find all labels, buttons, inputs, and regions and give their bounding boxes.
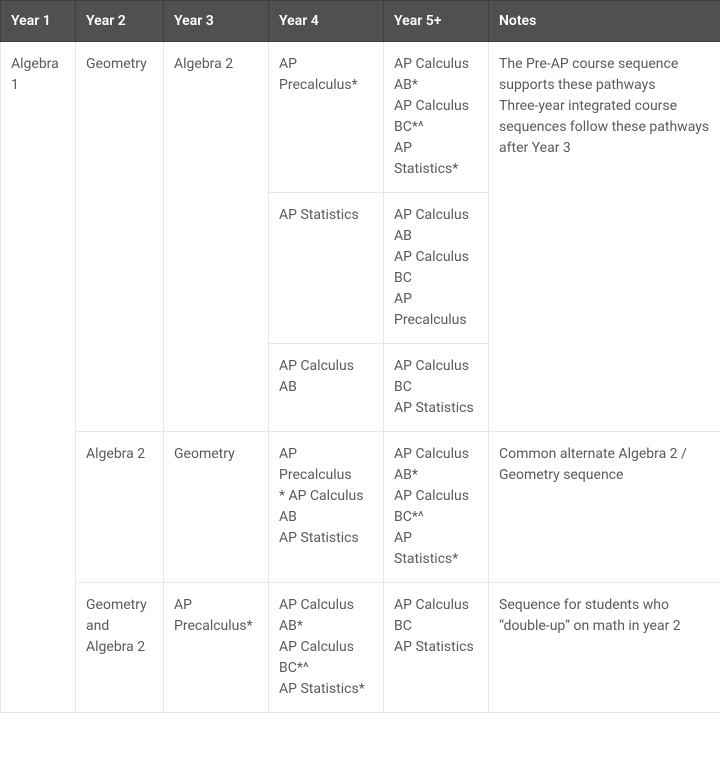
header-year1: Year 1 <box>1 1 76 42</box>
table-header: Year 1 Year 2 Year 3 Year 4 Year 5+ Note… <box>1 1 720 42</box>
cell-notes: The Pre-AP course sequence supports thes… <box>489 42 720 432</box>
cell-year5: AP Calculus BCAP Statistics <box>384 583 489 713</box>
table-row: Geometry and Algebra 2 AP Precalculus* A… <box>1 583 720 713</box>
cell-year1: Algebra 1 <box>1 42 76 713</box>
cell-year2: Algebra 2 <box>76 432 164 583</box>
header-year4: Year 4 <box>269 1 384 42</box>
cell-year4: AP Precalculus* AP Calculus ABAP Statist… <box>269 432 384 583</box>
cell-year2: Geometry <box>76 42 164 432</box>
header-notes: Notes <box>489 1 720 42</box>
header-year2: Year 2 <box>76 1 164 42</box>
math-pathways-table: Year 1 Year 2 Year 3 Year 4 Year 5+ Note… <box>0 0 720 713</box>
cell-notes: Sequence for students who “double-up” on… <box>489 583 720 713</box>
cell-year4: AP Precalculus* <box>269 42 384 193</box>
header-year3: Year 3 <box>164 1 269 42</box>
cell-year5: AP Calculus AB*AP Calculus BC*^AP Statis… <box>384 42 489 193</box>
cell-year3: AP Precalculus* <box>164 583 269 713</box>
table-row: Algebra 1 Geometry Algebra 2 AP Precalcu… <box>1 42 720 193</box>
cell-year5: AP Calculus ABAP Calculus BCAP Precalcul… <box>384 193 489 344</box>
cell-year3: Algebra 2 <box>164 42 269 432</box>
table-body: Algebra 1 Geometry Algebra 2 AP Precalcu… <box>1 42 720 713</box>
cell-year2: Geometry and Algebra 2 <box>76 583 164 713</box>
cell-year4: AP Calculus AB*AP Calculus BC*^AP Statis… <box>269 583 384 713</box>
table-row: Algebra 2 Geometry AP Precalculus* AP Ca… <box>1 432 720 583</box>
header-year5: Year 5+ <box>384 1 489 42</box>
cell-notes: Common alternate Algebra 2 / Geometry se… <box>489 432 720 583</box>
cell-year5: AP Calculus AB*AP Calculus BC*^AP Statis… <box>384 432 489 583</box>
cell-year3: Geometry <box>164 432 269 583</box>
header-row: Year 1 Year 2 Year 3 Year 4 Year 5+ Note… <box>1 1 720 42</box>
cell-year4: AP Calculus AB <box>269 344 384 432</box>
cell-year4: AP Statistics <box>269 193 384 344</box>
cell-year5: AP Calculus BCAP Statistics <box>384 344 489 432</box>
